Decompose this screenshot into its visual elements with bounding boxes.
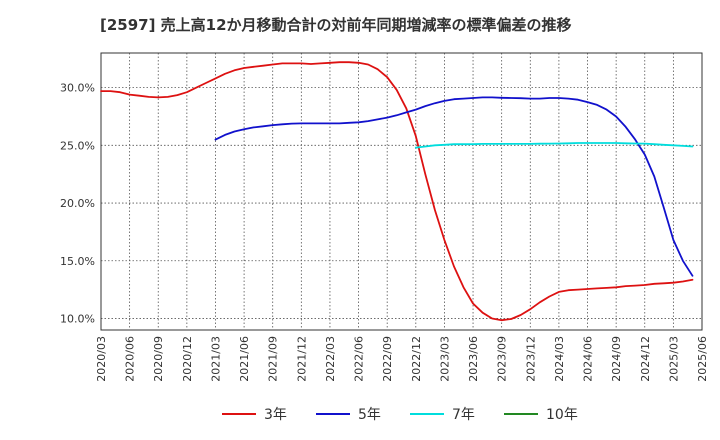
x-tick-label: 2022/12 [410, 336, 423, 382]
y-axis-ticks: 10.0% 15.0% 20.0% 25.0% 30.0% [60, 82, 95, 326]
x-tick-label: 2022/06 [353, 336, 366, 382]
chart-title: [2597] 売上高12か月移動合計の対前年同期増減率の標準偏差の推移 [100, 16, 572, 34]
x-tick-label: 2024/06 [582, 336, 595, 382]
y-tick-label: 15.0% [60, 255, 95, 268]
x-tick-label: 2025/06 [696, 336, 709, 382]
x-tick-label: 2022/03 [324, 336, 337, 382]
x-tick-label: 2023/12 [524, 336, 537, 382]
x-tick-label: 2021/12 [295, 336, 308, 382]
x-tick-label: 2020/06 [124, 336, 137, 382]
x-axis-ticks: 2020/03 2020/06 2020/09 2020/12 2021/03 2021/… [95, 336, 709, 382]
x-tick-label: 2023/09 [496, 336, 509, 382]
series-line-1 [100, 61, 694, 322]
legend-label-1: 3年 [264, 407, 287, 423]
x-tick-label: 2025/03 [667, 336, 680, 382]
x-tick-label: 2021/03 [209, 336, 222, 382]
legend-label-4: 10年 [546, 407, 578, 423]
y-tick-label: 30.0% [60, 82, 95, 95]
x-tick-label: 2020/03 [95, 336, 108, 382]
x-tick-label: 2021/06 [238, 336, 251, 382]
y-tick-label: 25.0% [60, 139, 95, 152]
series-layer [100, 61, 694, 322]
x-tick-label: 2023/06 [467, 336, 480, 382]
x-tick-label: 2023/03 [438, 336, 451, 382]
plot-frame [100, 52, 703, 331]
series-line-2 [214, 96, 694, 277]
y-tick-label: 20.0% [60, 197, 95, 210]
legend-label-3: 7年 [452, 407, 475, 423]
x-tick-label: 2024/03 [553, 336, 566, 382]
series-line-3 [414, 142, 694, 149]
x-tick-label: 2021/09 [267, 336, 280, 382]
x-tick-label: 2020/12 [181, 336, 194, 382]
x-tick-label: 2024/09 [610, 336, 623, 382]
x-tick-label: 2024/12 [639, 336, 652, 382]
legend: 3年 5年 7年 10年 [222, 407, 578, 423]
y-tick-label: 10.0% [60, 312, 95, 325]
x-tick-label: 2022/09 [381, 336, 394, 382]
x-tick-label: 2020/09 [152, 336, 165, 382]
legend-label-2: 5年 [358, 407, 381, 423]
